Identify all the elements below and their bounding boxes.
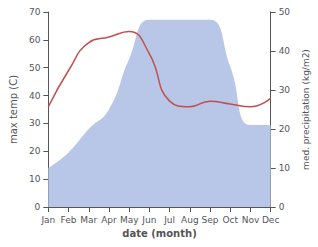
svg-text:Feb: Feb: [61, 215, 77, 225]
svg-text:30: 30: [29, 118, 41, 128]
svg-text:Jul: Jul: [163, 215, 175, 225]
svg-text:50: 50: [279, 7, 291, 17]
svg-text:50: 50: [29, 63, 41, 73]
svg-text:Apr: Apr: [101, 215, 117, 225]
svg-text:40: 40: [29, 91, 41, 101]
svg-text:10: 10: [279, 163, 291, 173]
svg-text:30: 30: [279, 85, 291, 95]
svg-text:60: 60: [29, 35, 41, 45]
svg-text:Oct: Oct: [222, 215, 238, 225]
svg-text:Dec: Dec: [262, 215, 279, 225]
svg-text:Aug: Aug: [181, 215, 199, 225]
svg-text:70: 70: [29, 7, 41, 17]
svg-text:Sep: Sep: [202, 215, 219, 225]
svg-text:med. precipitation (kg/m2): med. precipitation (kg/m2): [301, 49, 311, 170]
svg-text:Mar: Mar: [80, 215, 97, 225]
svg-text:May: May: [120, 215, 139, 225]
svg-text:date (month): date (month): [122, 228, 196, 239]
svg-text:Nov: Nov: [242, 215, 260, 225]
svg-text:40: 40: [279, 46, 291, 56]
svg-text:10: 10: [29, 174, 41, 184]
svg-text:0: 0: [35, 202, 41, 212]
svg-text:Jun: Jun: [141, 215, 156, 225]
svg-text:20: 20: [279, 124, 291, 134]
svg-text:Jan: Jan: [40, 215, 55, 225]
svg-text:0: 0: [279, 202, 285, 212]
svg-text:20: 20: [29, 146, 41, 156]
svg-text:max temp (C): max temp (C): [8, 75, 19, 144]
